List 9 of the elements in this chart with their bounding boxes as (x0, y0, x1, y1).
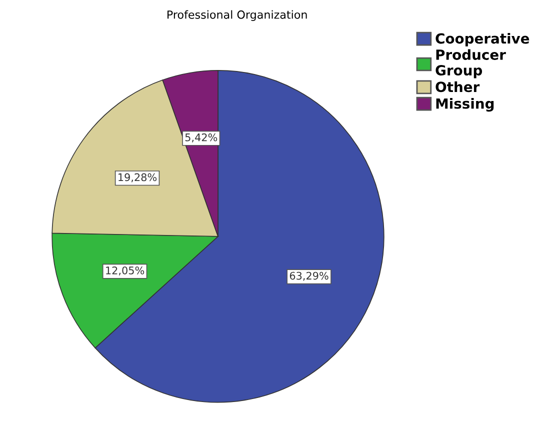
data-label: 63,29% (290, 272, 328, 281)
legend-label: Cooperative (436, 32, 530, 46)
chart-title: Professional Organization (168, 10, 307, 21)
data-label: 5,42% (185, 133, 218, 142)
data-label: 12,05% (106, 266, 144, 276)
legend-label: Producer Group (436, 49, 506, 78)
data-label: 19,28% (118, 173, 157, 182)
legend-label: Missing (436, 98, 494, 112)
legend-label: Other (436, 81, 480, 92)
